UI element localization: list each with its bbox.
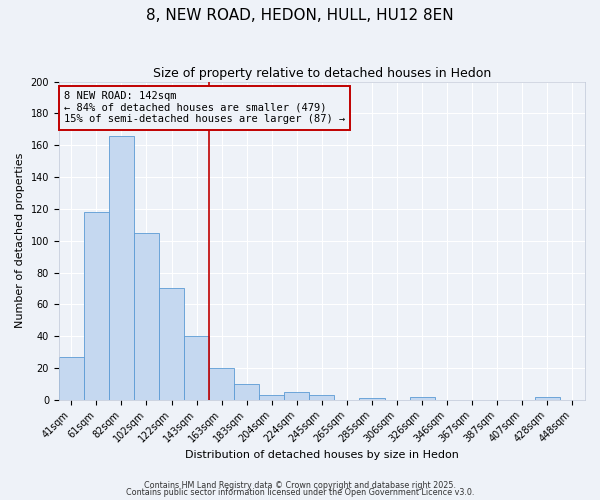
Bar bbox=[410, 396, 434, 400]
Bar bbox=[284, 392, 310, 400]
Bar bbox=[84, 212, 109, 400]
Bar bbox=[234, 384, 259, 400]
Text: Contains HM Land Registry data © Crown copyright and database right 2025.: Contains HM Land Registry data © Crown c… bbox=[144, 480, 456, 490]
Bar bbox=[134, 233, 159, 400]
Bar bbox=[359, 398, 385, 400]
Bar bbox=[310, 395, 334, 400]
Y-axis label: Number of detached properties: Number of detached properties bbox=[15, 153, 25, 328]
Title: Size of property relative to detached houses in Hedon: Size of property relative to detached ho… bbox=[153, 68, 491, 80]
Bar bbox=[109, 136, 134, 400]
Text: 8 NEW ROAD: 142sqm
← 84% of detached houses are smaller (479)
15% of semi-detach: 8 NEW ROAD: 142sqm ← 84% of detached hou… bbox=[64, 91, 345, 124]
Bar bbox=[209, 368, 234, 400]
Bar bbox=[184, 336, 209, 400]
Bar bbox=[535, 396, 560, 400]
Bar bbox=[259, 395, 284, 400]
Text: 8, NEW ROAD, HEDON, HULL, HU12 8EN: 8, NEW ROAD, HEDON, HULL, HU12 8EN bbox=[146, 8, 454, 22]
Bar bbox=[59, 357, 84, 400]
X-axis label: Distribution of detached houses by size in Hedon: Distribution of detached houses by size … bbox=[185, 450, 459, 460]
Text: Contains public sector information licensed under the Open Government Licence v3: Contains public sector information licen… bbox=[126, 488, 474, 497]
Bar bbox=[159, 288, 184, 400]
